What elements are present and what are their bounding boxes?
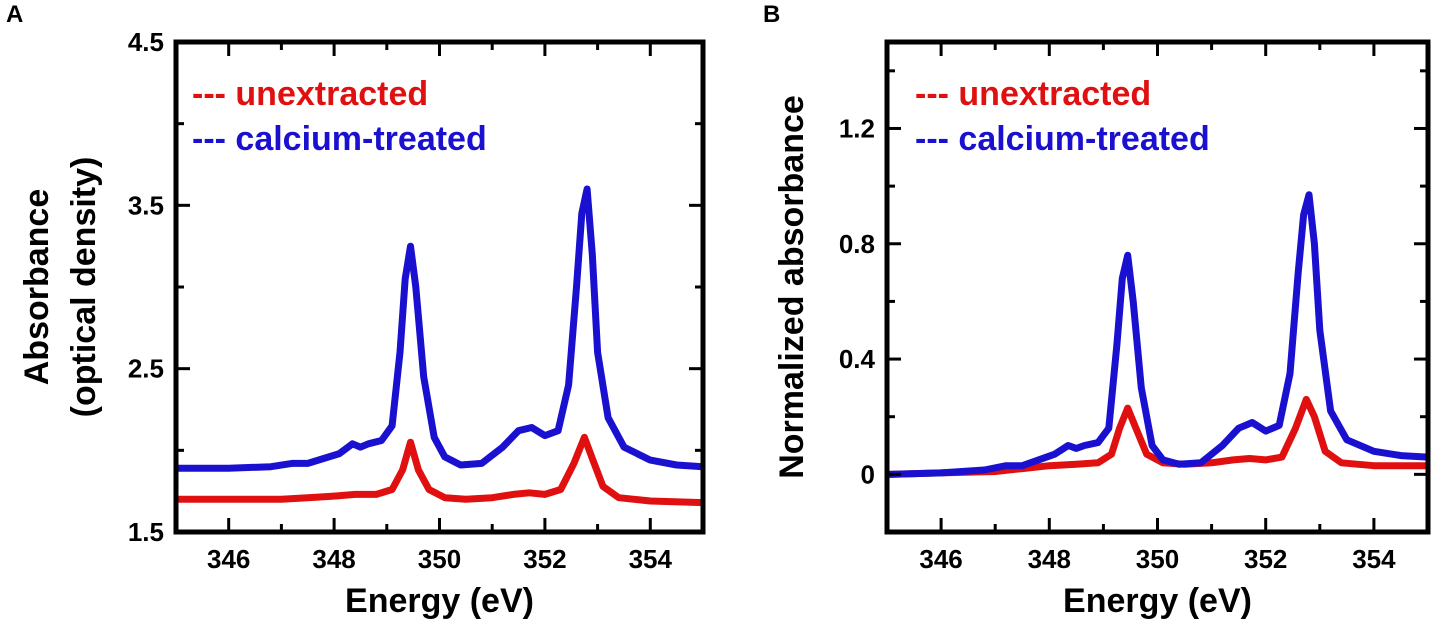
y-axis-subtitle-a: (optical density) xyxy=(65,157,103,418)
y-tick-label: 1.5 xyxy=(128,517,164,547)
series-line-calcium-treated xyxy=(176,185,703,472)
series-line-calcium-treated xyxy=(887,191,1428,478)
y-tick-label: 0.8 xyxy=(839,229,875,259)
x-tick-label: 346 xyxy=(919,544,962,574)
legend-entry-calcium-treated-a: --- calcium-treated xyxy=(192,120,487,158)
plot-area-a xyxy=(176,185,703,507)
x-tick-label: 352 xyxy=(523,544,566,574)
y-tick-label: 0.4 xyxy=(839,344,876,374)
plot-frame-b xyxy=(884,39,1431,535)
x-tick-label: 350 xyxy=(1136,544,1179,574)
plot-frame-a xyxy=(173,39,706,535)
panel-letter-b: B xyxy=(763,1,780,28)
y-tick-label: 3.5 xyxy=(128,190,164,220)
y-axis-title-b: Normalized absorbance xyxy=(773,95,811,479)
x-tick-label: 346 xyxy=(207,544,250,574)
series-line-unextracted xyxy=(176,433,703,507)
legend-entry-unextracted-a: --- unextracted xyxy=(192,75,428,113)
y-tick-label: 1.2 xyxy=(839,113,875,143)
y-tick-label: 0 xyxy=(861,459,875,489)
x-tick-label: 350 xyxy=(418,544,461,574)
x-axis-title-a: Energy (eV) xyxy=(345,582,534,620)
x-tick-label: 354 xyxy=(1352,544,1396,574)
x-tick-label: 352 xyxy=(1244,544,1287,574)
legend-entry-unextracted-b: --- unextracted xyxy=(915,75,1151,113)
x-tick-label: 354 xyxy=(629,544,673,574)
y-tick-label: 2.5 xyxy=(128,354,164,384)
panel-letter-a: A xyxy=(6,1,23,28)
y-axis-title-a: Absorbance xyxy=(18,189,56,386)
x-tick-label: 348 xyxy=(1028,544,1071,574)
x-tick-label: 348 xyxy=(312,544,355,574)
plot-area-b xyxy=(887,191,1428,478)
y-tick-label: 4.5 xyxy=(128,27,164,57)
legend-entry-calcium-treated-b: --- calcium-treated xyxy=(915,120,1210,158)
x-axis-title-b: Energy (eV) xyxy=(1063,582,1252,620)
panel-a: A 346 348 350 352 354 1.5 2.5 3.5 4.5 Energy (eV… xyxy=(6,1,706,620)
